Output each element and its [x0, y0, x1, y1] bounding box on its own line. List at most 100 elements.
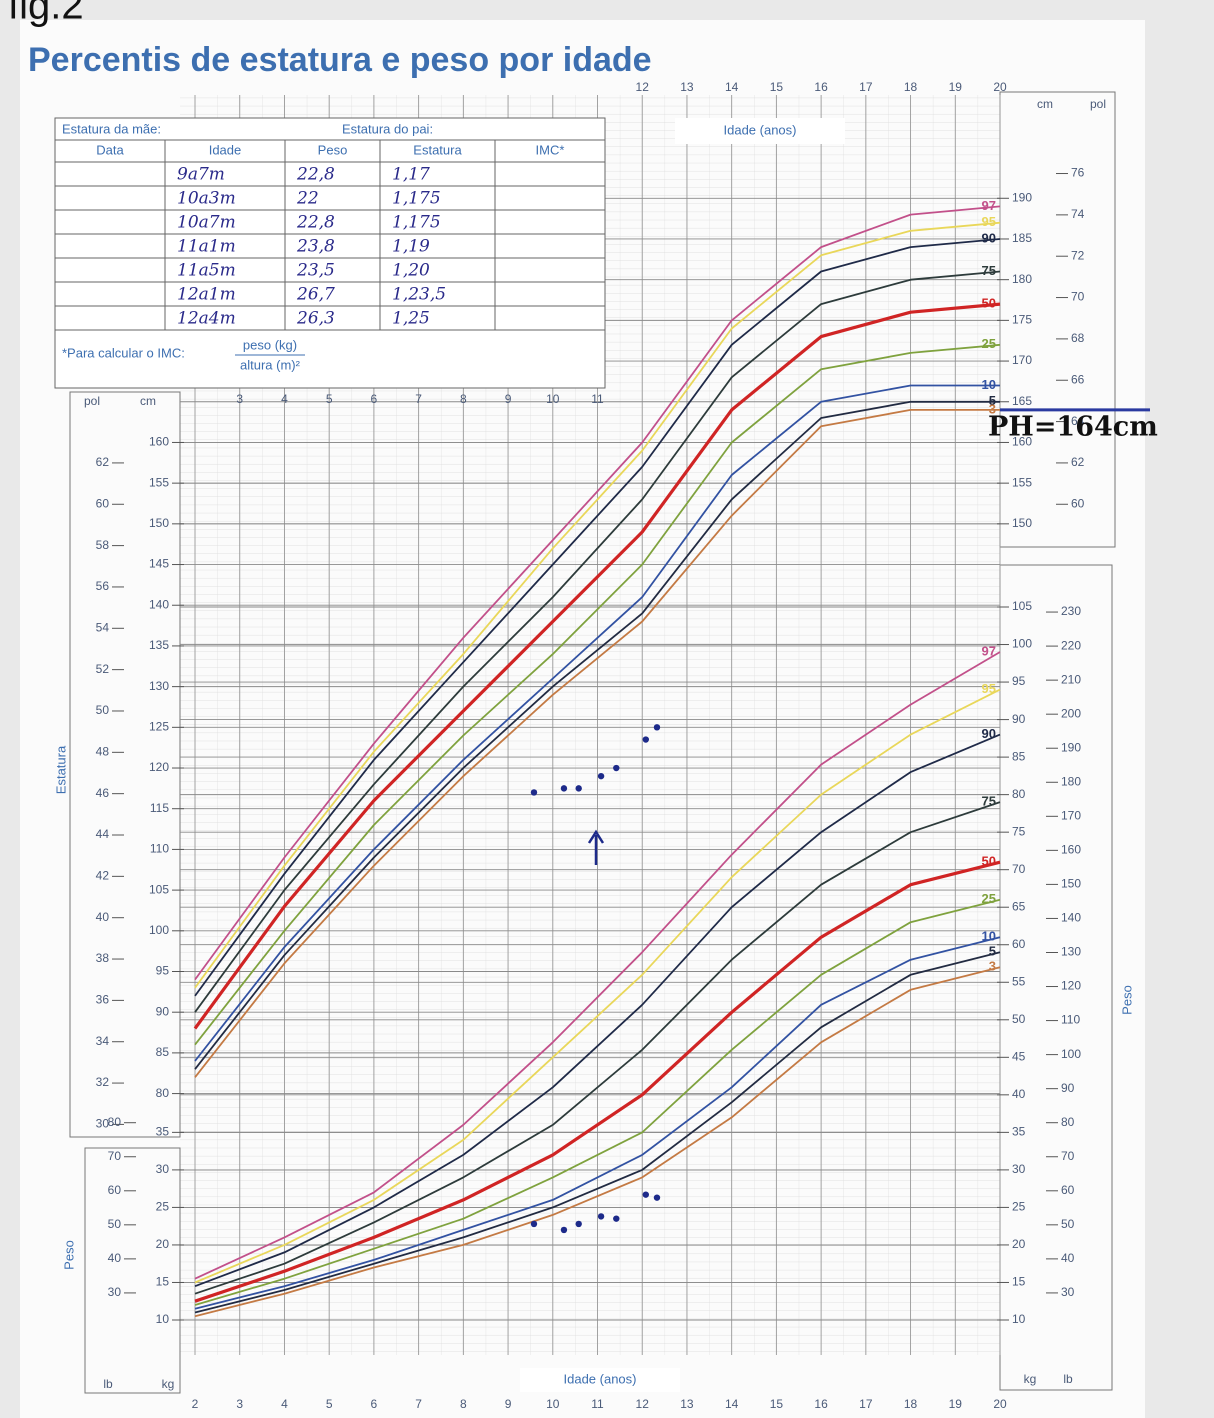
y-tick-label: 200: [1061, 706, 1081, 720]
y-tick-label: 25: [1012, 1200, 1026, 1214]
percentile-curve: [194, 936, 1001, 1310]
y-tick-label: 60: [108, 1183, 122, 1197]
patient-point: [642, 736, 649, 743]
y-tick-label: 30: [156, 1162, 170, 1176]
patient-point: [653, 724, 661, 731]
y-tick-label: 15: [156, 1275, 170, 1289]
handwritten-entry: 1,23,5: [392, 285, 446, 305]
y-tick-label: 48: [96, 744, 110, 758]
y-label: Peso: [1119, 985, 1134, 1015]
legend-label: 3: [989, 401, 996, 416]
handwritten-entry: 23,8: [296, 237, 335, 257]
y-tick-label: 50: [1012, 1012, 1026, 1026]
percentile-curve: [194, 400, 1000, 1070]
y-tick-label: 130: [1061, 945, 1081, 959]
y-tick-label: 180: [1012, 272, 1032, 286]
legend-label: 25: [982, 891, 996, 906]
y-tick-label: 160: [1012, 435, 1032, 449]
handwritten-entry: 1,175: [392, 213, 441, 233]
y-tick-label: 54: [96, 620, 110, 634]
y-tick-label: 160: [149, 435, 169, 449]
y-tick-label: 35: [1012, 1125, 1026, 1139]
y-tick-label: 56: [96, 579, 110, 593]
percentile-curve: [194, 238, 1001, 997]
x-tick-label: 17: [859, 80, 873, 94]
x-tick-label: 16: [814, 1397, 828, 1411]
y-tick-label: 46: [96, 786, 110, 800]
x-tick-label: 6: [371, 1397, 378, 1411]
y-tick-label: 140: [149, 597, 169, 611]
axis-unit: kg: [162, 1377, 175, 1391]
percentile-curve: [194, 270, 1001, 1013]
y-tick-label: 150: [1061, 877, 1081, 891]
y-tick-label: 90: [1061, 1081, 1075, 1095]
y-tick-label: 145: [149, 557, 169, 571]
x-tick-label: 17: [859, 1397, 873, 1411]
y-tick-label: 38: [96, 951, 110, 965]
y-tick-label: 180: [1061, 774, 1081, 788]
handwritten-entry: 1,17: [392, 165, 430, 185]
x-tick-label: 13: [680, 1397, 694, 1411]
y-tick-label: 175: [1012, 313, 1032, 327]
percentile-curve: [194, 651, 1001, 1280]
y-tick-label: 110: [150, 842, 169, 856]
legend-label: 3: [989, 959, 996, 974]
patient-point: [613, 764, 620, 772]
y-tick-label: 130: [149, 679, 169, 693]
y-tick-label: 74: [1071, 207, 1085, 221]
y-tick-label: 32: [96, 1075, 110, 1089]
form-field: Estatura do pai:: [342, 121, 433, 136]
handwritten-entry: 26,3: [296, 309, 335, 329]
legend-label: 75: [982, 263, 996, 278]
x-tick-label: 14: [725, 80, 739, 94]
legend-label: 5: [989, 944, 996, 959]
y-tick-label: 100: [1061, 1047, 1081, 1061]
x-label: Idade (anos): [564, 1371, 637, 1386]
y-tick-label: 85: [156, 1045, 170, 1059]
legend-label: 90: [982, 726, 996, 741]
y-tick-label: 70: [1012, 862, 1026, 876]
y-tick-label: 34: [96, 1034, 110, 1048]
x-tick-label: 20: [993, 80, 1007, 94]
y-tick-label: 72: [1071, 248, 1085, 262]
y-tick-label: 30: [108, 1285, 122, 1299]
handwritten-entry: 1,175: [392, 189, 441, 209]
x-tick-label: 4: [281, 392, 288, 406]
patient-point: [613, 1215, 620, 1222]
y-tick-label: 68: [1071, 331, 1085, 345]
x-tick-label: 10: [546, 392, 560, 406]
handwritten-entry: 11a1m: [177, 237, 236, 257]
x-tick-label: 13: [680, 80, 694, 94]
axis-unit: pol: [84, 394, 100, 408]
handwritten-entry: 1,20: [392, 261, 430, 281]
legend-label: 25: [982, 336, 996, 351]
percentile-curve: [194, 384, 1000, 1062]
handwritten-entry: 11a5m: [177, 261, 236, 281]
y-tick-label: 20: [1012, 1237, 1026, 1251]
y-tick-label: 70: [1061, 1149, 1075, 1163]
patient-point: [530, 1220, 538, 1228]
x-tick-label: 15: [770, 80, 784, 94]
y-tick-label: 190: [1061, 740, 1081, 754]
x-tick-label: 20: [993, 1397, 1007, 1411]
y-tick-label: 190: [1012, 190, 1032, 204]
y-tick-label: 55: [1012, 974, 1026, 988]
y-tick-label: 210: [1061, 672, 1081, 686]
x-tick-label: 16: [814, 80, 828, 94]
form-note: peso (kg): [243, 337, 297, 352]
percentile-curve: [194, 951, 1001, 1314]
percentile-curve: [194, 966, 1001, 1318]
y-tick-label: 120: [1061, 979, 1081, 993]
percentile-curve: [194, 409, 1000, 1078]
y-tick-label: 100: [1012, 637, 1032, 651]
x-tick-label: 7: [415, 1397, 422, 1411]
axis-unit: lb: [1063, 1372, 1073, 1386]
handwritten-entry: 22: [296, 189, 319, 209]
fig-label: fig.2: [8, 0, 84, 28]
y-tick-label: 60: [1012, 937, 1026, 951]
percentile-curve: [194, 801, 1001, 1295]
axis-unit: lb: [103, 1377, 113, 1391]
y-tick-label: 45: [1012, 1049, 1026, 1063]
x-tick-label: 4: [281, 1397, 288, 1411]
